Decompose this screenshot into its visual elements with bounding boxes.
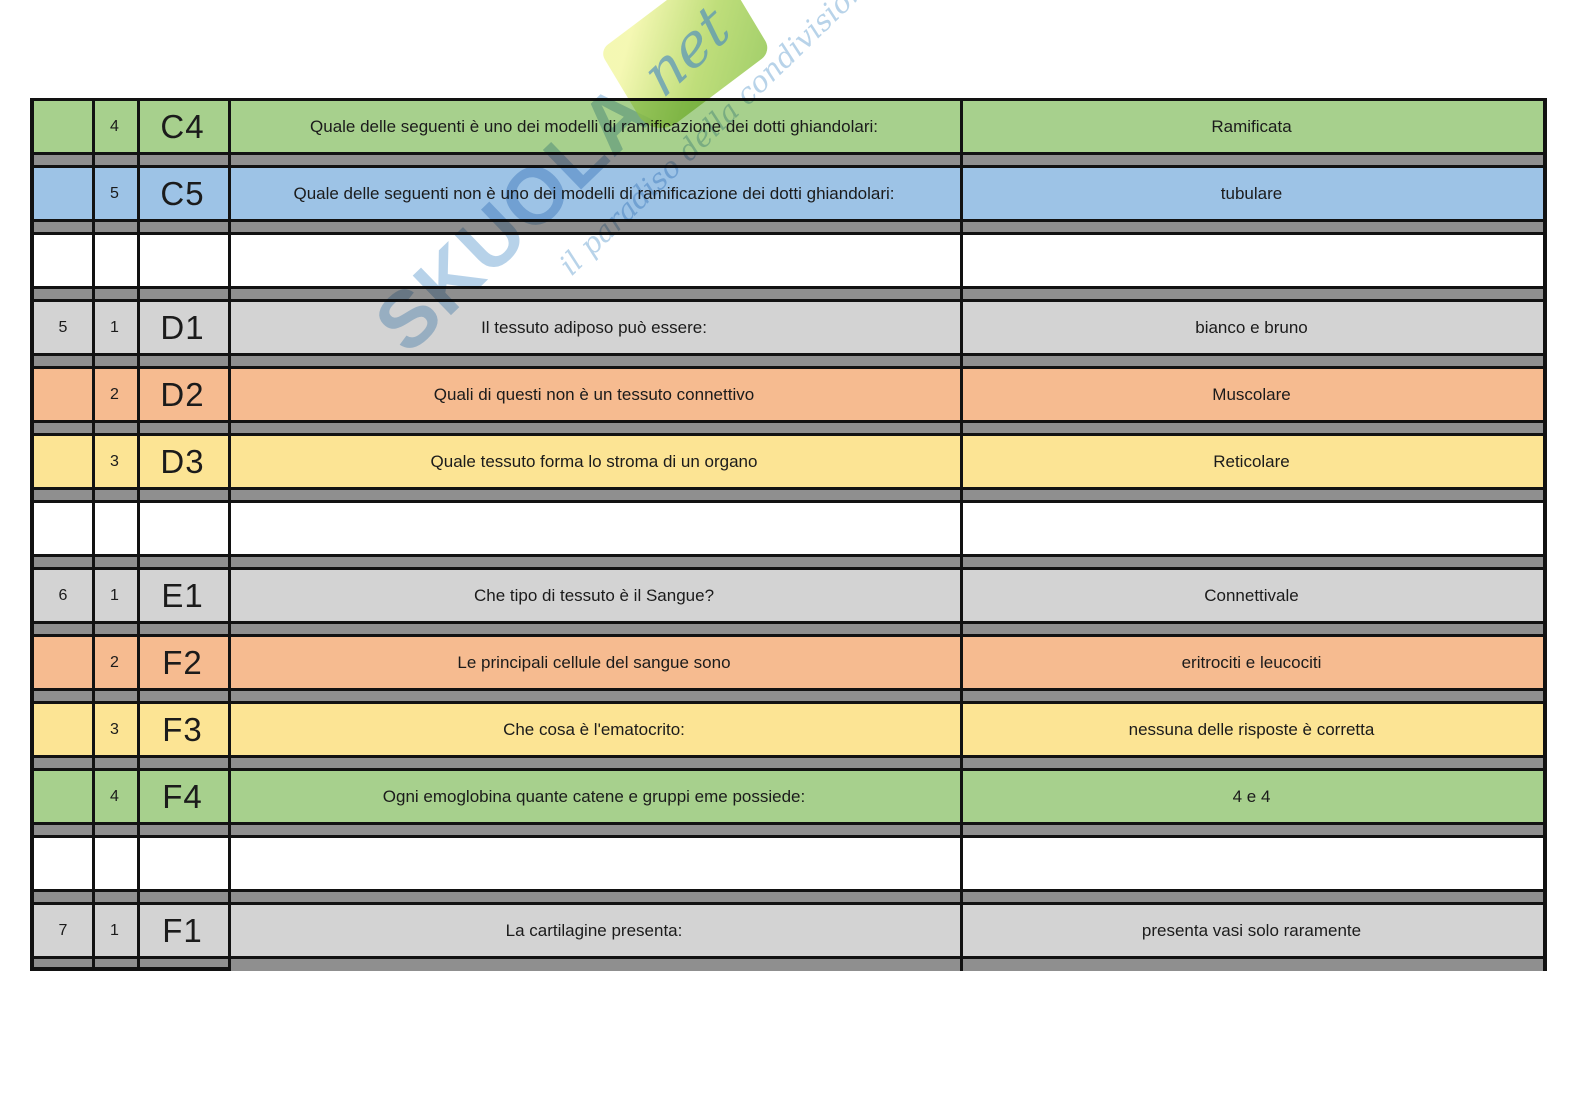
table-row [34,835,1543,892]
table-row: 7 1 F1 La cartilagine presenta: presenta… [34,902,1543,959]
question-cell: Che tipo di tessuto è il Sangue? [228,570,960,621]
question-cell: Le principali cellule del sangue sono [228,637,960,688]
group-cell [34,771,92,822]
group-cell [34,168,92,219]
order-cell: 1 [92,905,137,956]
code-cell [137,235,228,286]
order-cell [92,235,137,286]
answer-cell [960,235,1543,286]
code-cell: F4 [137,771,228,822]
group-cell [34,235,92,286]
table-row: 3 F3 Che cosa è l'ematocrito: nessuna de… [34,701,1543,758]
order-cell: 1 [92,570,137,621]
code-cell: C4 [137,101,228,152]
order-cell: 3 [92,436,137,487]
answer-cell: 4 e 4 [960,771,1543,822]
table-row: 3 D3 Quale tessuto forma lo stroma di un… [34,433,1543,490]
answer-cell: Reticolare [960,436,1543,487]
table-row: 4 F4 Ogni emoglobina quante catene e gru… [34,768,1543,825]
group-cell [34,704,92,755]
column-divider [92,98,95,971]
code-cell: E1 [137,570,228,621]
table-row: 5 1 D1 Il tessuto adiposo può essere: bi… [34,299,1543,356]
order-cell [92,838,137,889]
code-cell [137,838,228,889]
answer-cell: nessuna delle risposte è corretta [960,704,1543,755]
group-cell [34,838,92,889]
quiz-table: 4 C4 Quale delle seguenti è uno dei mode… [30,98,1547,971]
column-divider [137,98,140,971]
question-cell: Quale delle seguenti è uno dei modelli d… [228,101,960,152]
question-cell: Il tessuto adiposo può essere: [228,302,960,353]
order-cell: 2 [92,637,137,688]
question-cell [228,503,960,554]
group-cell [34,369,92,420]
table-row [34,232,1543,289]
code-cell: F1 [137,905,228,956]
group-cell: 7 [34,905,92,956]
watermark-net-text: net [630,0,742,111]
table-row: 2 D2 Quali di questi non è un tessuto co… [34,366,1543,423]
order-cell: 4 [92,771,137,822]
code-cell: C5 [137,168,228,219]
question-cell [228,838,960,889]
group-cell [34,503,92,554]
table-row: 6 1 E1 Che tipo di tessuto è il Sangue? … [34,567,1543,624]
code-cell [137,503,228,554]
question-cell: Ogni emoglobina quante catene e gruppi e… [228,771,960,822]
group-cell: 6 [34,570,92,621]
question-cell: La cartilagine presenta: [228,905,960,956]
table-row: 4 C4 Quale delle seguenti è uno dei mode… [34,98,1543,155]
group-cell [34,101,92,152]
question-cell: Quali di questi non è un tessuto connett… [228,369,960,420]
table-bottom-edge [34,967,231,971]
question-cell: Che cosa è l'ematocrito: [228,704,960,755]
table-row: 5 C5 Quale delle seguenti non è uno dei … [34,165,1543,222]
answer-cell: presenta vasi solo raramente [960,905,1543,956]
column-divider [960,98,963,971]
answer-cell: eritrociti e leucociti [960,637,1543,688]
order-cell: 4 [92,101,137,152]
group-cell [34,637,92,688]
answer-cell [960,838,1543,889]
answer-cell: Ramificata [960,101,1543,152]
question-cell [228,235,960,286]
order-cell: 1 [92,302,137,353]
group-cell: 5 [34,302,92,353]
code-cell: D3 [137,436,228,487]
column-divider [228,98,231,971]
table-row: 2 F2 Le principali cellule del sangue so… [34,634,1543,691]
code-cell: F3 [137,704,228,755]
table-rows: 4 C4 Quale delle seguenti è uno dei mode… [34,98,1543,959]
order-cell: 5 [92,168,137,219]
answer-cell: tubulare [960,168,1543,219]
code-cell: D2 [137,369,228,420]
answer-cell: bianco e bruno [960,302,1543,353]
code-cell: F2 [137,637,228,688]
question-cell: Quale delle seguenti non è uno dei model… [228,168,960,219]
order-cell [92,503,137,554]
group-cell [34,436,92,487]
code-cell: D1 [137,302,228,353]
table-row [34,500,1543,557]
answer-cell [960,503,1543,554]
question-cell: Quale tessuto forma lo stroma di un orga… [228,436,960,487]
answer-cell: Muscolare [960,369,1543,420]
order-cell: 3 [92,704,137,755]
answer-cell: Connettivale [960,570,1543,621]
order-cell: 2 [92,369,137,420]
